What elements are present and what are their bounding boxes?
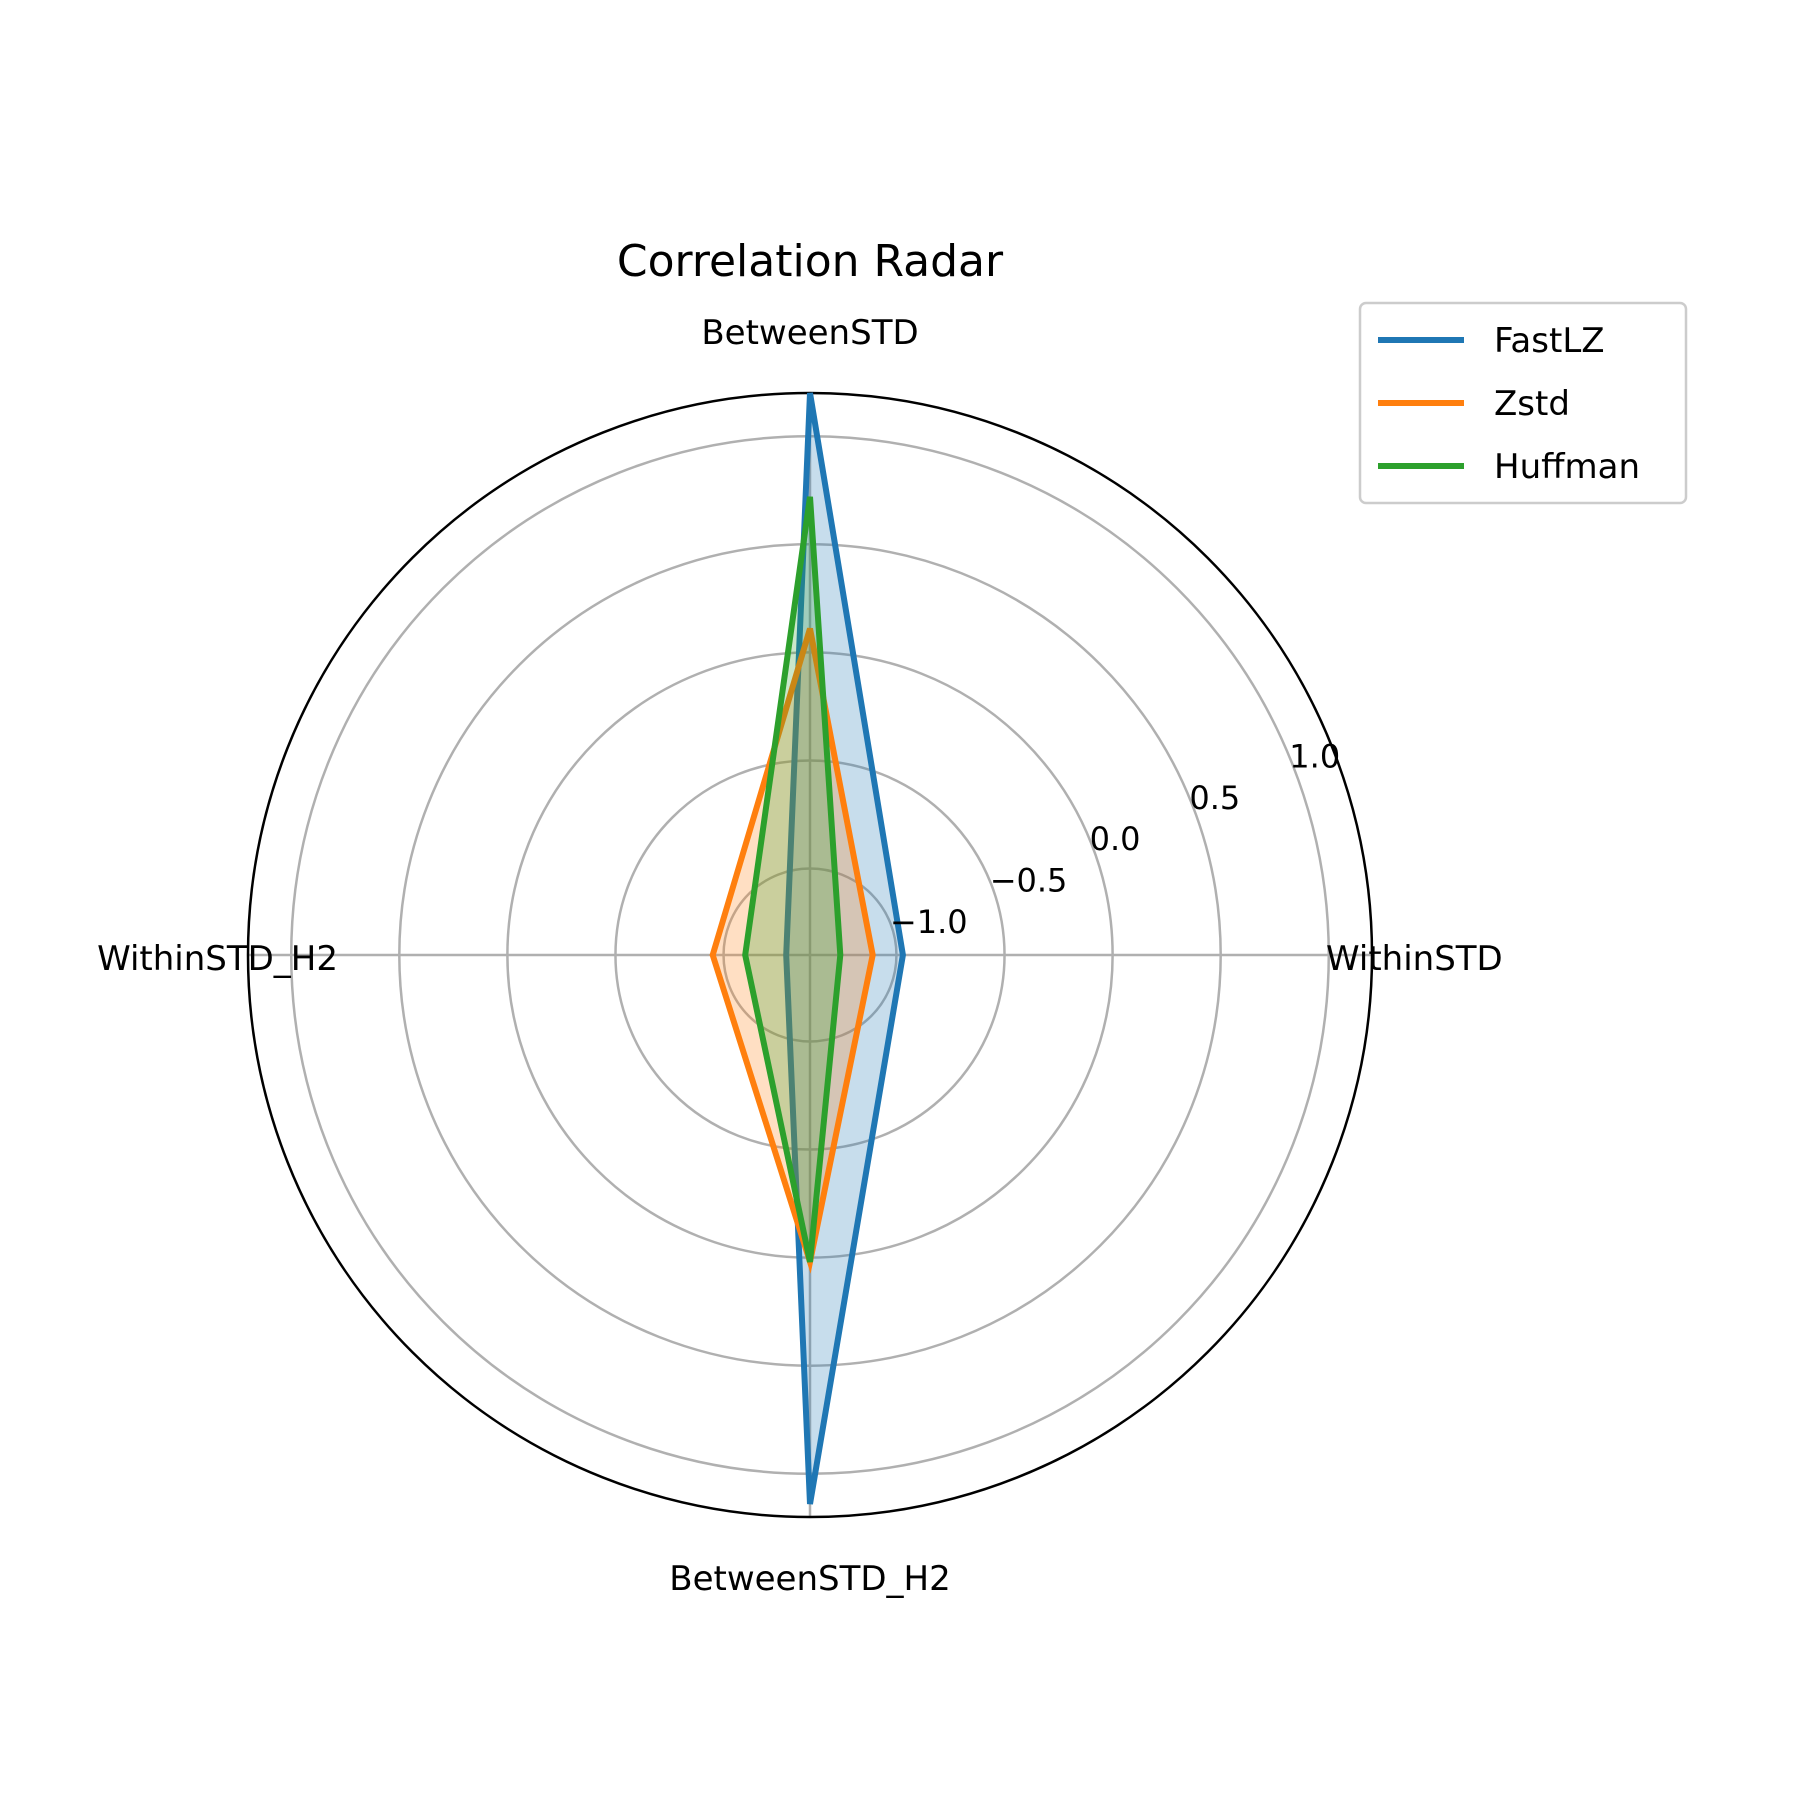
legend-item-huffman: Huffman [1378, 447, 1640, 487]
radial-tick-label: −0.5 [990, 862, 1068, 900]
radial-tick-label: 0.5 [1189, 779, 1240, 817]
chart-title: Correlation Radar [617, 236, 1004, 287]
legend-item-zstd: Zstd [1378, 384, 1570, 424]
axis-labels: WithinSTD BetweenSTD WithinSTD_H2 BetweenST… [97, 313, 1503, 1599]
radial-tick-label: 1.0 [1289, 738, 1340, 776]
radar-series [709, 392, 906, 1505]
legend-item-fastlz: FastLZ [1378, 321, 1605, 361]
axis-label-betweenstd: BetweenSTD [701, 313, 918, 353]
legend-label-huffman: Huffman [1494, 447, 1640, 487]
legend: FastLZ Zstd Huffman [1358, 301, 1688, 505]
grid-ring [722, 867, 898, 1043]
axis-label-betweenstd-h2: BetweenSTD_H2 [669, 1559, 951, 1599]
axis-label-withinstd: WithinSTD [1326, 939, 1503, 979]
series-fill-zstd [712, 628, 873, 1262]
radial-tick-labels: −1.0 −0.5 0.0 0.5 1.0 [890, 738, 1340, 941]
radial-tick-label: −1.0 [890, 903, 968, 941]
grid-ring [614, 759, 1006, 1151]
series-line-zstd [709, 627, 876, 1274]
legend-frame [1358, 301, 1688, 505]
axis-label-withinstd-h2: WithinSTD_H2 [97, 939, 338, 979]
radial-tick-label: 0.0 [1090, 820, 1141, 858]
grid-ring [398, 543, 1222, 1367]
legend-label-fastlz: FastLZ [1494, 321, 1605, 361]
series-line-fastlz [783, 392, 906, 1505]
series-fill-huffman [745, 496, 841, 1262]
legend-label-zstd: Zstd [1494, 384, 1570, 424]
series-line-huffman [742, 496, 844, 1263]
